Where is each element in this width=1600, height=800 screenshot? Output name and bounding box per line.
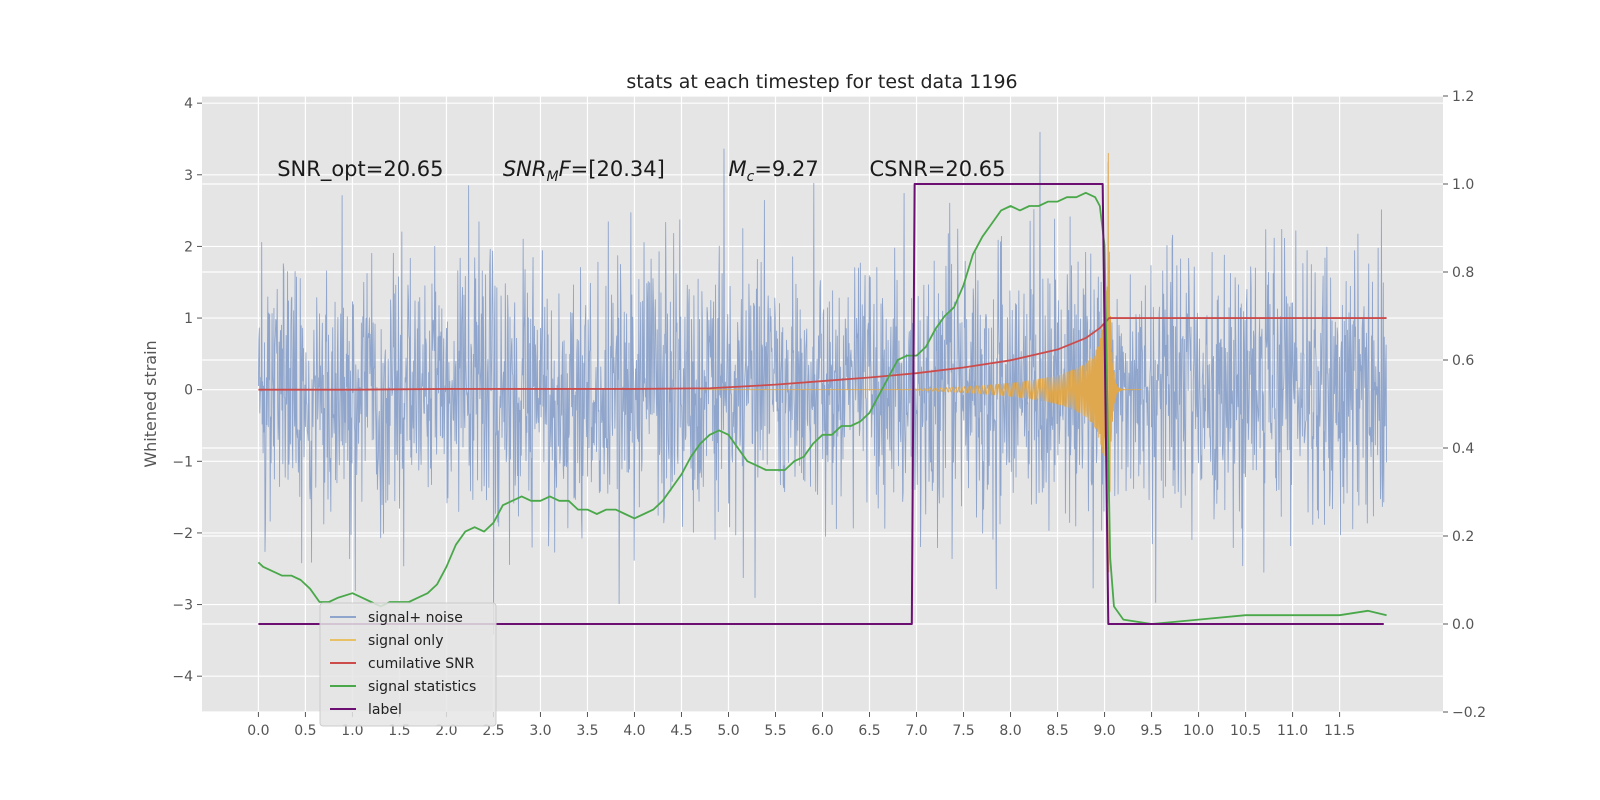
x-tick-label: 2.5 [482,723,504,739]
series-layer [257,131,1388,635]
x-tick-label: 3.5 [576,723,598,739]
legend-box [319,602,497,727]
legend-label: signal statistics [368,679,476,695]
x-tick-label: 9.0 [1093,723,1115,739]
x-tick-label: 0.0 [247,723,269,739]
y2-tick-label: 0.4 [1452,441,1474,457]
x-tick-label: 8.0 [999,723,1021,739]
y-tick-label: 3 [184,168,193,184]
series-line-label [258,183,1384,625]
chart-title: stats at each timestep for test data 119… [626,71,1017,93]
y-tick-label: 2 [184,239,193,255]
x-tick-label: 11.0 [1277,723,1308,739]
x-tick-label: 0.5 [294,723,316,739]
y-axis-right-ticks: −0.2 0.0 0.2 0.4 0.6 0.8 1.0 1.2 [1443,89,1486,721]
legend-label: label [368,702,402,718]
x-tick-label: 4.0 [623,723,645,739]
x-tick-label: 6.0 [811,723,833,739]
y2-tick-label: −0.2 [1452,705,1486,721]
x-tick-label: 6.5 [858,723,880,739]
y-tick-label: −3 [172,598,193,614]
x-tick-label: 3.0 [529,723,551,739]
y-axis-label: Whitened strain [141,340,160,467]
y-axis-left-ticks: −4 −3 −2 −1 0 1 2 3 4 [172,96,202,685]
y-tick-label: −4 [172,669,193,685]
annotations: SNR_opt=20.65 SNRMF=[20.34] Mc=9.27 CSNR=20… [277,157,1005,185]
y2-tick-label: 0.2 [1452,529,1474,545]
annotation-1: SNRMF=[20.34] [503,157,665,185]
x-tick-label: 5.0 [717,723,739,739]
x-tick-label: 2.0 [435,723,457,739]
y2-tick-label: 0.8 [1452,265,1474,281]
x-tick-label: 7.5 [952,723,974,739]
x-tick-label: 5.5 [764,723,786,739]
y-tick-label: −1 [172,454,193,470]
x-tick-label: 11.5 [1324,723,1355,739]
x-tick-label: 8.5 [1046,723,1068,739]
x-axis-ticks: 0.0 0.5 1.0 1.5 2.0 2.5 3.0 3.5 4.0 4.5 5.0 5.5 6.0 6… [247,712,1355,739]
x-tick-label: 1.0 [341,723,363,739]
y-tick-label: 1 [184,311,193,327]
legend-label: cumilative SNR [368,656,475,672]
x-tick-label: 7.0 [905,723,927,739]
annotation-0: SNR_opt=20.65 [277,157,443,182]
x-tick-label: 10.5 [1230,723,1261,739]
x-tick-label: 4.5 [670,723,692,739]
annotation-2: Mc=9.27 [728,157,818,185]
series-line-signal-only [700,152,1143,573]
series-line-signal-statistics [257,191,1387,625]
x-tick-label: 9.5 [1140,723,1162,739]
series-line-cumilative-snr [258,317,1387,391]
y-tick-label: 4 [184,96,193,112]
annotation-3: CSNR=20.65 [870,157,1006,181]
x-tick-label: 10.0 [1183,723,1214,739]
y-tick-label: −2 [172,526,193,542]
y-tick-label: 0 [184,383,193,399]
y2-tick-label: 0.0 [1452,617,1474,633]
y2-tick-label: 1.2 [1452,89,1474,105]
legend: signal+ noise signal only cumilative SNR si… [319,602,497,727]
legend-label: signal+ noise [368,610,463,626]
y2-tick-label: 1.0 [1452,177,1474,193]
legend-label: signal only [368,633,443,649]
x-tick-label: 1.5 [388,723,410,739]
series-line-signal-noise [257,131,1388,635]
y2-tick-label: 0.6 [1452,353,1474,369]
